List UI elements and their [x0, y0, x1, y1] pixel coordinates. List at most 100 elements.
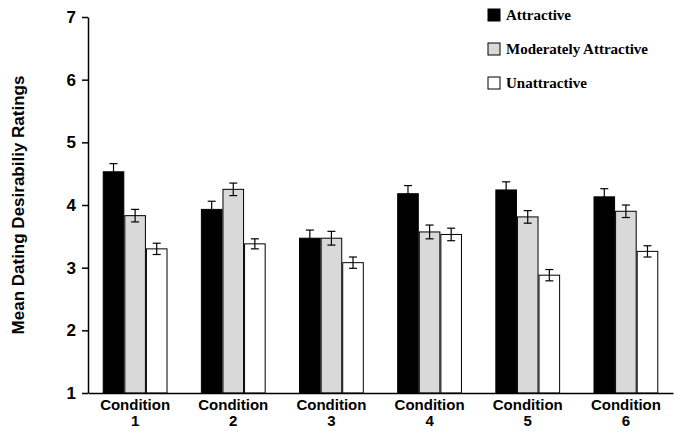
tick-label: 3: [67, 259, 76, 278]
y-axis: 1 2 3 4 5 6 7: [67, 8, 89, 403]
error-cap: [349, 256, 357, 257]
bar: [245, 244, 266, 393]
error-cap: [545, 280, 553, 281]
legend-swatch: [488, 43, 500, 55]
error-cap: [131, 221, 139, 222]
tick-mark: [82, 330, 88, 332]
legend: Attractive Moderately Attractive Unattract…: [488, 7, 648, 91]
tick: Condition3: [296, 393, 366, 429]
error-cap: [306, 246, 314, 247]
series: [146, 228, 657, 393]
error-line: [407, 186, 408, 202]
error-bar: [251, 239, 259, 249]
error-bar: [524, 211, 532, 224]
tick-label: Condition6: [591, 396, 661, 430]
error-cap: [110, 179, 118, 180]
tick-label: 5: [67, 133, 76, 152]
bar: [223, 189, 244, 393]
error-cap: [643, 256, 651, 257]
error-cap: [502, 198, 510, 199]
bar: [125, 216, 146, 393]
error-line: [429, 225, 430, 239]
error-cap: [447, 240, 455, 241]
error-bar: [404, 186, 412, 202]
plot: 1 2 3 4 5 6 7 Condition1 Condition2 Condition3 Con…: [67, 7, 674, 429]
error-cap: [600, 188, 608, 189]
error-cap: [251, 238, 259, 239]
tick: 2: [67, 321, 88, 340]
y-axis-title: Mean Dating Desirabiliy Ratings: [9, 76, 28, 335]
error-cap: [349, 268, 357, 269]
error-cap: [404, 201, 412, 202]
error-line: [113, 164, 114, 180]
error-bar: [643, 246, 651, 257]
error-bar: [622, 205, 630, 218]
legend-item: Unattractive: [488, 75, 587, 91]
error-cap: [600, 204, 608, 205]
legend-label: Moderately Attractive: [506, 41, 648, 57]
error-line: [135, 209, 136, 222]
error-cap: [306, 229, 314, 230]
tick: Condition2: [198, 393, 268, 429]
error-line: [549, 270, 550, 281]
error-cap: [426, 224, 434, 225]
bar: [201, 209, 222, 393]
error-bar: [327, 231, 335, 245]
error-cap: [643, 245, 651, 246]
error-cap: [524, 210, 532, 211]
bar: [616, 211, 637, 393]
tick-mark: [82, 205, 88, 207]
bar: [594, 197, 615, 393]
error-cap: [622, 217, 630, 218]
bar: [398, 194, 419, 393]
tick: 5: [67, 133, 88, 152]
axis-line: [89, 393, 674, 395]
error-bar: [426, 225, 434, 239]
error-line: [527, 211, 528, 224]
error-line: [156, 243, 157, 254]
legend-item: Moderately Attractive: [488, 41, 648, 57]
error-cap: [327, 245, 335, 246]
error-line: [254, 239, 255, 249]
error-cap: [229, 195, 237, 196]
error-line: [604, 189, 605, 205]
tick-mark: [82, 79, 88, 81]
error-line: [211, 201, 212, 217]
bar: [441, 234, 462, 393]
legend-label: Unattractive: [506, 75, 587, 91]
series: [125, 183, 636, 393]
tick: Condition5: [493, 393, 563, 429]
error-line: [451, 228, 452, 241]
bars: [103, 164, 658, 393]
error-line: [331, 231, 332, 245]
error-cap: [545, 269, 553, 270]
error-cap: [110, 163, 118, 164]
tick-label: Condition1: [100, 396, 170, 430]
bar: [343, 263, 364, 393]
error-line: [647, 246, 648, 257]
error-line: [309, 230, 310, 246]
tick: 7: [67, 8, 88, 27]
tick-label: 1: [67, 384, 76, 403]
tick: Condition6: [591, 393, 661, 429]
error-cap: [131, 209, 139, 210]
error-line: [625, 205, 626, 218]
error-line: [352, 257, 353, 268]
bar: [517, 217, 538, 393]
error-bar: [110, 164, 118, 180]
error-bar: [349, 257, 357, 268]
legend-item: Attractive: [488, 7, 571, 23]
tick-label: Condition2: [198, 396, 268, 430]
bar: [300, 238, 321, 393]
error-cap: [153, 243, 161, 244]
error-cap: [426, 238, 434, 239]
error-bar: [502, 182, 510, 198]
tick: 4: [67, 196, 88, 215]
error-bar: [447, 228, 455, 241]
error-cap: [208, 217, 216, 218]
error-line: [233, 183, 234, 196]
series: [103, 164, 614, 393]
tick-label: 6: [67, 71, 76, 90]
tick-mark: [82, 17, 88, 19]
error-bar: [545, 270, 553, 281]
